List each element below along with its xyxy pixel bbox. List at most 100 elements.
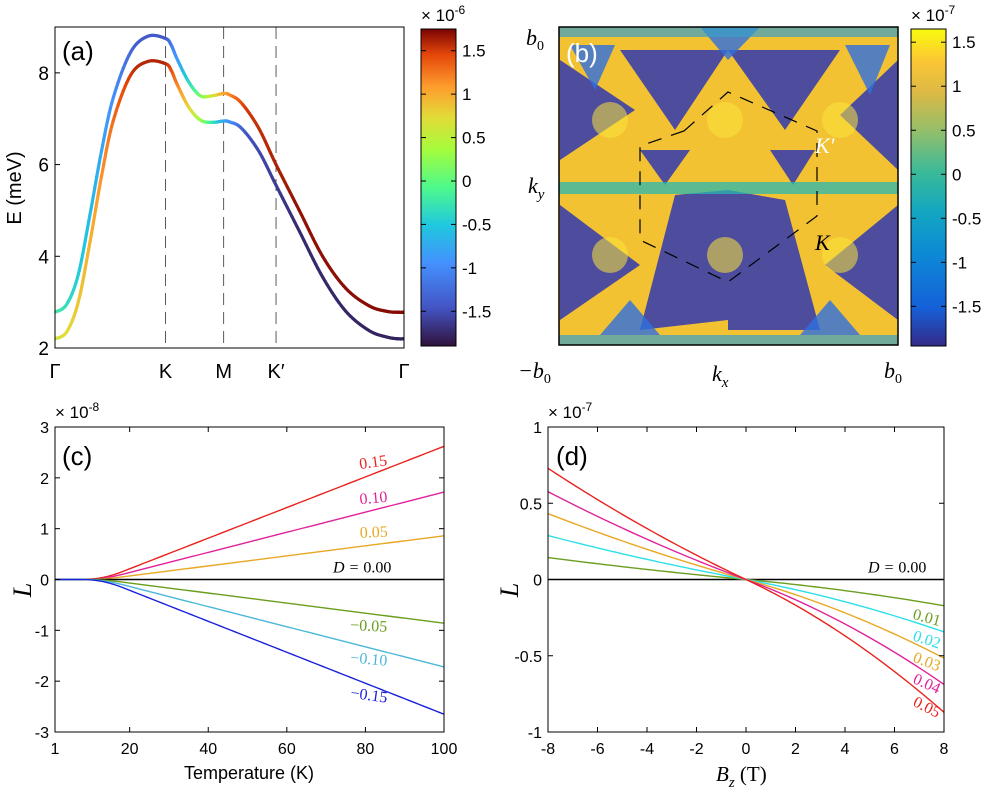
series-label: 0.05: [910, 694, 943, 722]
x-axis-label: kx: [712, 361, 729, 391]
k-prime-point-label: K′: [814, 133, 836, 158]
x-tick-label: Γ: [49, 361, 60, 383]
heatmap-highlight: [822, 102, 858, 138]
x-tick-label: -4: [640, 741, 654, 758]
x-axis-label: Temperature (K): [184, 763, 314, 783]
heatmap-region: [845, 45, 890, 95]
y-tick-label: 4: [38, 247, 49, 268]
colorbar-tick-label: 1.5: [462, 42, 486, 61]
colorbar-tick-label: -0.5: [462, 215, 491, 234]
y-tick-label: 2: [38, 339, 49, 360]
y-ticks: 2 4 6 8: [38, 64, 60, 360]
panel-a-band-structure: 2 4 6 8 Γ K M K′ Γ (a) E (meV): [4, 26, 410, 383]
panel-b-heatmap: (b) K′ K b0 ky −b0 kx b0: [518, 25, 902, 391]
colorbar-a: 1.5 1 0.5 0 -0.5 -1 -1.5 × 10-6: [420, 3, 491, 347]
heatmap-region: [600, 300, 660, 335]
series-label: D = 0.00: [332, 560, 391, 577]
series-line: [55, 491, 444, 581]
series-label: 0.03: [911, 649, 943, 675]
heatmap-region: [840, 60, 898, 170]
x-tick-label: 1: [51, 741, 60, 758]
x-tick-label: 8: [940, 741, 949, 758]
axis-ticks: 1 20 40 60 80 100 -3 -2 -1 0 1 2 3: [35, 420, 458, 758]
series-line: [55, 578, 444, 668]
x-tick-label: -6: [590, 741, 604, 758]
series-line: [55, 445, 444, 581]
series-label: 0.01: [911, 606, 942, 630]
colorbar-tick-label: 1: [952, 77, 961, 96]
heatmap-region: [825, 205, 898, 320]
y-tick-label: 6: [38, 156, 49, 177]
series-line: [55, 578, 444, 624]
heatmap-highlight: [592, 102, 628, 138]
heatmap-band: [559, 335, 898, 345]
x-tick-label: 60: [278, 741, 296, 758]
heatmap-region: [640, 190, 728, 330]
x-tick-label: 40: [199, 741, 217, 758]
y-axis-label: E (meV): [4, 151, 26, 224]
series-lines: [55, 445, 444, 715]
colorbar-tick-label: 0.5: [952, 121, 976, 140]
panel-label: (a): [62, 36, 94, 66]
x-tick-label: 0: [742, 741, 751, 758]
panel-label: (b): [566, 38, 598, 68]
series-line: [548, 491, 944, 685]
y-tick-label: -3: [35, 725, 49, 742]
x-tick-label: K′: [267, 361, 284, 383]
series-label: D = 0.00: [867, 560, 926, 577]
axis-ticks: -8 -6 -4 -2 0 2 4 6 8 -1 -0.5 0 0.5 1: [514, 420, 948, 758]
y-tick-label: 8: [38, 64, 49, 85]
x-left-tick: −b0: [518, 358, 551, 387]
series-label: 0.02: [911, 628, 943, 653]
heatmap-highlight: [592, 237, 628, 273]
heatmap-highlight: [707, 102, 743, 138]
colorbar-b-ticks: 1.5 1 0.5 0 -0.5 -1 -1.5: [911, 33, 981, 316]
series-labels: D = 0.00 0.010.020.030.040.05: [867, 560, 943, 722]
panel-d-field: -8 -6 -4 -2 0 2 4 6 8-1-0.500.51 D = 0.000.010.0…: [495, 400, 949, 791]
heatmap-band: [559, 182, 898, 194]
heatmap-region: [728, 190, 820, 330]
x-tick-label: -2: [689, 741, 703, 758]
panel-label: (d): [556, 441, 588, 471]
heatmap-highlight: [707, 237, 743, 273]
y-axis-label: ky: [528, 173, 545, 203]
y-tick-label: -1: [528, 725, 542, 742]
colorbar-tick-label: -1: [952, 253, 967, 272]
colorbar-b: 1.5 1 0.5 0 -0.5 -1 -1.5 × 10-7: [910, 3, 981, 347]
y-top-tick: b0: [526, 25, 544, 54]
series-line: [548, 534, 944, 633]
series-line: [548, 512, 944, 659]
series-label: 0.10: [359, 489, 388, 509]
x-tick-label: 6: [890, 741, 899, 758]
axes-box: [558, 26, 899, 346]
series-labels: 0.15 0.10 0.05 D = 0.00 −0.05 −0.10 −0.15: [332, 452, 391, 706]
k-point-label: K: [814, 230, 831, 255]
exponent-label: × 10-8: [55, 400, 100, 422]
heatmap-region: [620, 50, 728, 130]
series-lines: [548, 467, 944, 713]
x-tick-label: 4: [841, 741, 850, 758]
heatmap-region: [770, 150, 815, 185]
x-tick-label: 100: [431, 741, 458, 758]
series-line: [55, 535, 444, 581]
colorbar-tick-label: -0.5: [952, 209, 981, 228]
band-curves: [55, 33, 404, 341]
x-tick-label: -8: [541, 741, 555, 758]
x-tick-label: Γ: [398, 361, 409, 383]
y-tick-label: 2: [40, 471, 49, 488]
x-tick-label: 80: [357, 741, 375, 758]
panel-c-temperature: 1 20 40 60 80 100 -3 -2 -1 0 1 2 3 0.15 0.10 0.05 D = 0…: [8, 400, 457, 783]
colorbar-tick-label: -1: [462, 259, 477, 278]
brillouin-zone-outline: [639, 91, 818, 283]
series-label: 0.05: [359, 524, 388, 542]
colorbar-a-ticks: 1.5 1 0.5 0 -0.5 -1 -1.5: [421, 42, 491, 321]
colorbar-tick-label: 0: [462, 172, 471, 191]
series-label: 0.04: [910, 671, 942, 698]
high-symmetry-guides: [165, 27, 277, 348]
x-tick-label: M: [215, 361, 232, 383]
colorbar-tick-label: -1.5: [462, 302, 491, 321]
x-right-tick: b0: [884, 358, 902, 387]
colorbar-b-exponent: × 10-7: [911, 3, 956, 25]
colorbar-a-gradient: [420, 28, 457, 347]
